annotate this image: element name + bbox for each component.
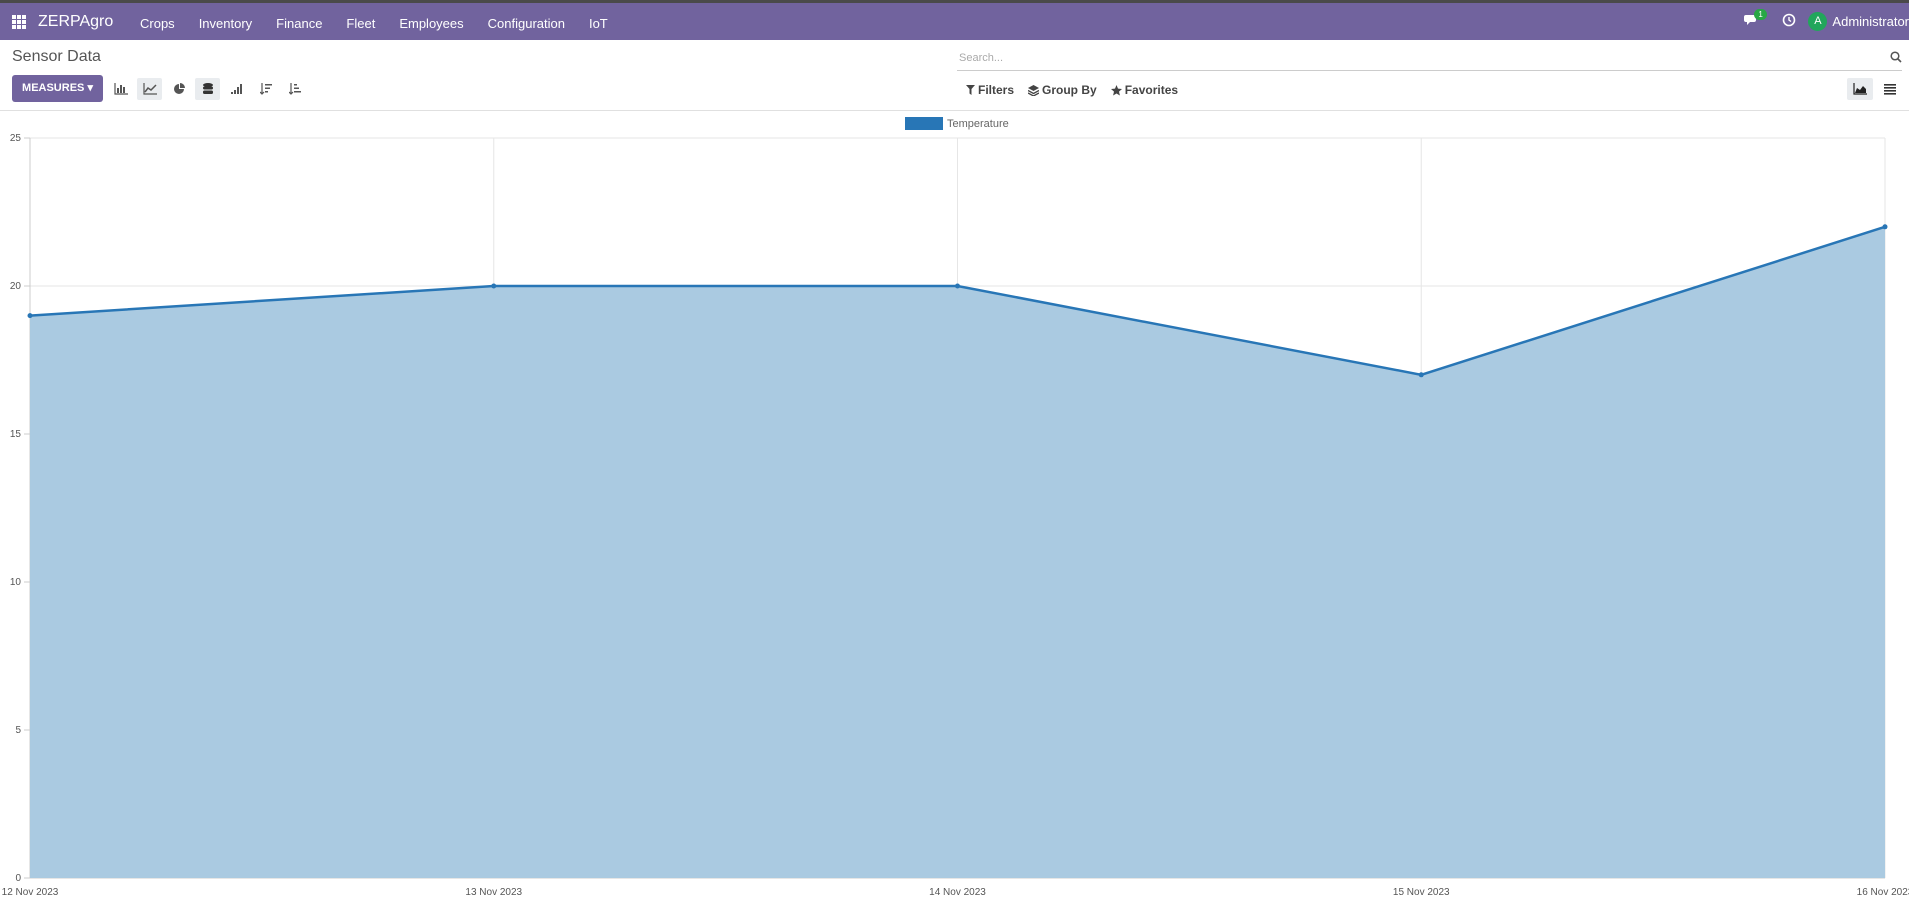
y-tick-label: 0 [15,873,21,884]
caret-down-icon: ▾ [87,82,93,94]
temperature-point [955,283,960,289]
line-chart-button[interactable] [137,78,162,100]
temperature-point [1418,372,1424,378]
app-brand[interactable]: ZERPAgro [38,13,114,30]
y-tick-label: 15 [10,429,22,440]
search-options: Filters Group By Favorites [966,83,1178,97]
systray: 1 A Administrator [1744,9,1909,31]
list-icon [1884,83,1896,95]
x-tick-label: 12 Nov 2023 [2,887,59,898]
menu-item-employees[interactable]: Employees [399,16,464,31]
sensor-chart: 0 5 10 15 20 25 12 Nov 2023 13 Nov 2023 14 Nov 2… [2,133,1909,898]
avatar[interactable]: A [1808,12,1828,31]
top-navbar: ZERPAgro Crops Inventory Finance Fleet E… [0,0,1909,40]
chat-icon [1744,15,1757,25]
y-tick-label: 5 [15,725,21,736]
graph-view-button[interactable] [1847,78,1873,100]
x-tick-label: 13 Nov 2023 [465,887,522,898]
x-tick-label: 14 Nov 2023 [929,887,986,898]
line-chart-icon [142,83,157,95]
menu-item-configuration[interactable]: Configuration [487,16,565,31]
temperature-area [30,226,1885,879]
temperature-point [1882,224,1888,230]
groupby-label: Group By [1042,83,1097,97]
page-title: Sensor Data [12,48,101,65]
activity-button[interactable] [1782,13,1796,30]
bar-chart-icon [113,83,128,95]
stacked-button[interactable] [195,78,220,100]
groupby-button[interactable]: Group By [1028,83,1097,97]
search-bar[interactable]: Search... [957,48,1902,71]
apps-menu-icon[interactable] [12,15,26,29]
messages-button[interactable]: 1 [1744,9,1767,30]
list-view-button[interactable] [1877,78,1903,100]
filter-icon [966,85,975,95]
y-tick-label: 20 [10,281,22,292]
filters-button[interactable]: Filters [966,83,1014,97]
y-tick-label: 25 [10,133,22,144]
filters-label: Filters [978,83,1015,97]
layers-icon [1028,84,1040,96]
clock-icon [1783,13,1796,27]
sort-ascending-button[interactable] [282,78,307,100]
search-input[interactable]: Search... [959,52,1004,64]
favorites-button[interactable]: Favorites [1110,83,1179,97]
legend-swatch [905,117,943,130]
temperature-point [491,283,497,289]
graph-toolbar [108,78,307,100]
pie-chart-icon [173,83,185,94]
star-icon [1110,84,1122,95]
measures-label: MEASURES [22,82,85,94]
cumulative-button[interactable] [224,78,249,100]
chart-legend[interactable]: Temperature [905,117,1009,130]
control-panel: Sensor Data Search... MEASURES ▾ [0,40,1909,111]
user-menu[interactable]: Administrator [1832,14,1909,29]
signal-icon [230,84,242,94]
database-icon [202,83,213,94]
menu-item-fleet[interactable]: Fleet [346,16,376,31]
y-tick-label: 10 [10,577,22,588]
view-switcher [1847,78,1903,100]
x-tick-label: 16 Nov 2023 [1857,887,1909,898]
menu-item-inventory[interactable]: Inventory [198,16,253,31]
main-menu: Crops Inventory Finance Fleet Employees … [128,15,620,33]
sort-descending-button[interactable] [253,78,278,100]
legend-label: Temperature [947,117,1009,130]
sort-amount-down-icon [259,83,272,95]
area-chart-icon [1853,83,1867,95]
bar-chart-button[interactable] [108,78,133,100]
messages-badge: 1 [1754,9,1767,20]
x-tick-label: 15 Nov 2023 [1393,887,1450,898]
temperature-point [27,313,33,319]
favorites-label: Favorites [1124,83,1179,97]
menu-item-crops[interactable]: Crops [140,16,175,31]
sort-amount-up-icon [288,83,301,95]
search-icon[interactable] [1890,51,1902,63]
menu-item-finance[interactable]: Finance [276,16,323,31]
menu-item-iot[interactable]: IoT [588,16,608,31]
pie-chart-button[interactable] [166,78,191,100]
measures-button[interactable]: MEASURES ▾ [12,75,103,102]
